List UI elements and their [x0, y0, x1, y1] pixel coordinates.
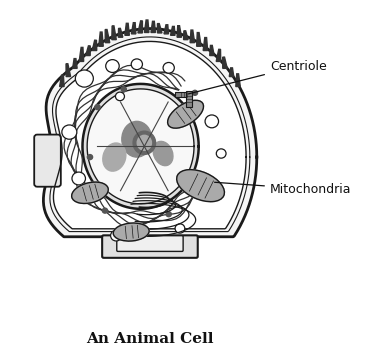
- Polygon shape: [144, 20, 149, 32]
- Circle shape: [102, 208, 108, 213]
- Polygon shape: [44, 29, 257, 237]
- FancyBboxPatch shape: [117, 236, 183, 251]
- Circle shape: [111, 230, 122, 241]
- Ellipse shape: [122, 121, 152, 157]
- Polygon shape: [164, 25, 168, 34]
- Circle shape: [131, 59, 142, 70]
- Polygon shape: [177, 26, 182, 37]
- Polygon shape: [99, 32, 103, 46]
- Polygon shape: [105, 30, 110, 42]
- Ellipse shape: [153, 141, 173, 166]
- Polygon shape: [118, 28, 123, 37]
- Text: Centriole: Centriole: [188, 60, 327, 94]
- Ellipse shape: [113, 223, 149, 241]
- Polygon shape: [236, 74, 240, 86]
- Circle shape: [121, 87, 126, 92]
- Polygon shape: [176, 92, 192, 97]
- Polygon shape: [53, 41, 246, 229]
- Circle shape: [95, 105, 100, 110]
- Ellipse shape: [133, 131, 156, 154]
- Polygon shape: [186, 91, 192, 107]
- Circle shape: [116, 92, 124, 101]
- Polygon shape: [223, 57, 227, 68]
- Polygon shape: [171, 26, 175, 35]
- Circle shape: [62, 125, 77, 139]
- Polygon shape: [82, 84, 199, 209]
- Circle shape: [205, 115, 219, 128]
- Polygon shape: [79, 47, 84, 61]
- Ellipse shape: [103, 143, 126, 171]
- Polygon shape: [158, 24, 162, 33]
- Polygon shape: [184, 31, 188, 40]
- Circle shape: [72, 172, 86, 185]
- FancyBboxPatch shape: [34, 135, 61, 187]
- Circle shape: [87, 155, 93, 160]
- Polygon shape: [196, 32, 201, 46]
- Ellipse shape: [177, 170, 224, 202]
- Circle shape: [106, 60, 119, 72]
- Ellipse shape: [72, 182, 108, 203]
- Polygon shape: [125, 23, 129, 35]
- Circle shape: [175, 224, 185, 233]
- Polygon shape: [66, 64, 70, 76]
- Circle shape: [192, 90, 198, 95]
- Text: An Animal Cell: An Animal Cell: [86, 332, 214, 346]
- Polygon shape: [86, 46, 90, 56]
- Circle shape: [166, 212, 171, 217]
- Circle shape: [216, 149, 226, 158]
- Polygon shape: [92, 40, 97, 51]
- Text: Mitochondria: Mitochondria: [214, 182, 351, 196]
- FancyBboxPatch shape: [102, 235, 198, 258]
- Polygon shape: [151, 21, 156, 32]
- Polygon shape: [131, 23, 136, 34]
- Polygon shape: [87, 89, 194, 204]
- Polygon shape: [229, 68, 234, 76]
- Polygon shape: [203, 37, 208, 51]
- Polygon shape: [73, 59, 77, 68]
- Polygon shape: [210, 45, 214, 56]
- Circle shape: [163, 62, 174, 73]
- Ellipse shape: [137, 135, 152, 150]
- Circle shape: [75, 70, 93, 87]
- Polygon shape: [112, 26, 116, 40]
- Polygon shape: [216, 49, 221, 61]
- Polygon shape: [190, 30, 195, 42]
- Polygon shape: [138, 21, 142, 33]
- Polygon shape: [60, 75, 64, 86]
- Ellipse shape: [168, 100, 204, 128]
